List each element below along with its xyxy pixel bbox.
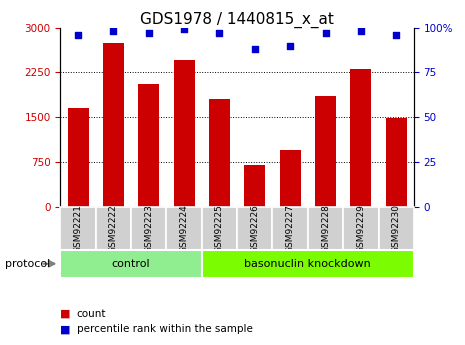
Point xyxy=(145,30,153,36)
Bar xyxy=(209,99,230,207)
Bar xyxy=(244,165,266,207)
Bar xyxy=(315,96,336,207)
Bar xyxy=(272,207,308,250)
Point xyxy=(392,32,400,38)
Text: count: count xyxy=(77,309,106,319)
Bar xyxy=(237,207,272,250)
Bar xyxy=(350,69,372,207)
Point xyxy=(110,28,117,34)
Text: GSM92227: GSM92227 xyxy=(286,204,295,253)
Text: GSM92224: GSM92224 xyxy=(179,204,189,253)
Text: protocol: protocol xyxy=(5,259,50,269)
Bar xyxy=(131,207,166,250)
Point xyxy=(74,32,82,38)
Point xyxy=(357,28,365,34)
Text: GSM92221: GSM92221 xyxy=(73,204,83,253)
Bar xyxy=(379,207,414,250)
Bar xyxy=(103,42,124,207)
Text: GSM92225: GSM92225 xyxy=(215,204,224,253)
Text: ■: ■ xyxy=(60,325,71,334)
Bar xyxy=(202,207,237,250)
Text: GSM92222: GSM92222 xyxy=(109,204,118,253)
Text: control: control xyxy=(112,259,151,269)
Bar xyxy=(343,207,379,250)
Text: GSM92228: GSM92228 xyxy=(321,204,330,253)
Bar xyxy=(308,207,343,250)
Text: GSM92229: GSM92229 xyxy=(356,204,365,253)
Bar xyxy=(173,60,195,207)
Text: ■: ■ xyxy=(60,309,71,319)
Text: basonuclin knockdown: basonuclin knockdown xyxy=(245,259,371,269)
Bar xyxy=(202,250,414,278)
Bar xyxy=(166,207,202,250)
Point xyxy=(286,43,294,48)
Point xyxy=(322,30,329,36)
Text: GSM92226: GSM92226 xyxy=(250,204,259,253)
Point xyxy=(180,27,188,32)
Bar xyxy=(60,250,202,278)
Point xyxy=(251,46,259,52)
Bar xyxy=(67,108,89,207)
Title: GDS1978 / 1440815_x_at: GDS1978 / 1440815_x_at xyxy=(140,11,334,28)
Text: GSM92223: GSM92223 xyxy=(144,204,153,253)
Bar xyxy=(385,118,407,207)
Text: GSM92230: GSM92230 xyxy=(392,204,401,253)
Bar xyxy=(279,150,301,207)
Point xyxy=(216,30,223,36)
Bar xyxy=(60,207,96,250)
Bar xyxy=(138,85,159,207)
Text: percentile rank within the sample: percentile rank within the sample xyxy=(77,325,252,334)
Bar xyxy=(96,207,131,250)
